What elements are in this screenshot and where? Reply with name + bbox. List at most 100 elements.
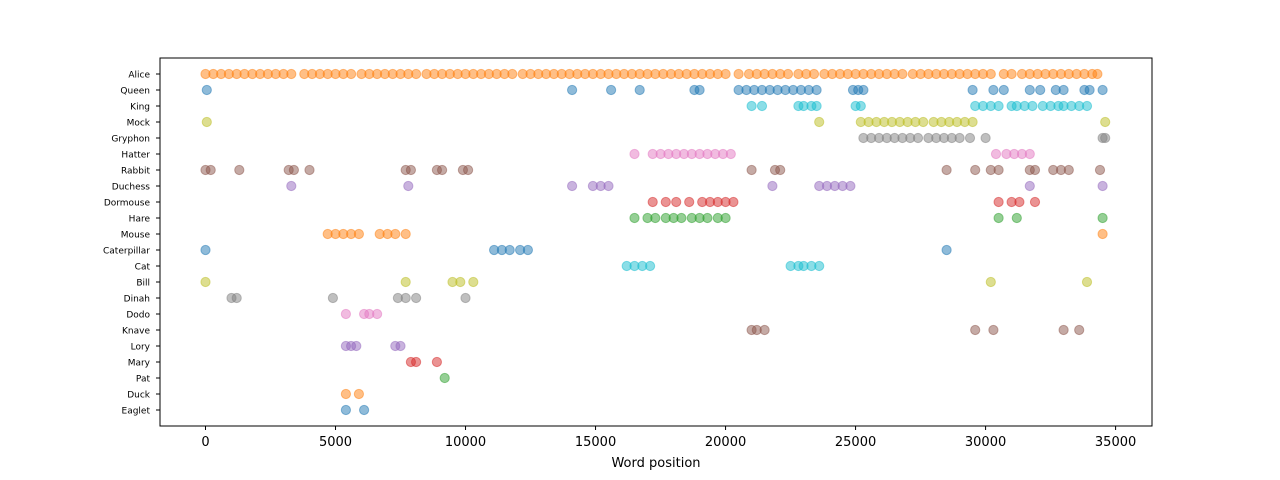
point-rabbit-12 <box>746 164 757 176</box>
point-hare-12 <box>1011 212 1022 224</box>
y-axis: Alice Queen King Mock Gryphon Hatter Rabbit Duc… <box>103 71 160 417</box>
point-eaglet-0 <box>340 404 351 416</box>
point-dormouse-9 <box>993 196 1004 208</box>
point-hare-5 <box>676 212 687 224</box>
point-hatter-11 <box>725 148 736 160</box>
point-queen-20 <box>967 84 978 96</box>
point-queen-29 <box>1097 84 1108 96</box>
point-dinah-4 <box>400 292 411 304</box>
point-caterpillar-0 <box>200 244 211 256</box>
point-eaglet-1 <box>359 404 370 416</box>
point-rabbit-11 <box>463 164 474 176</box>
point-queen-21 <box>988 84 999 96</box>
point-dinah-5 <box>411 292 422 304</box>
point-duchess-6 <box>767 180 778 192</box>
point-bill-1 <box>400 276 411 288</box>
point-queen-3 <box>634 84 645 96</box>
point-king-7 <box>855 100 866 112</box>
ytick-label-mary: Mary <box>128 359 151 369</box>
point-rabbit-7 <box>405 164 416 176</box>
point-gryphon-16 <box>1100 132 1111 144</box>
point-mouse-7 <box>390 228 401 240</box>
point-caterpillar-5 <box>522 244 534 256</box>
point-cat-3 <box>645 260 656 272</box>
point-mouse-8 <box>400 228 411 240</box>
point-mock-17 <box>1100 116 1111 128</box>
point-gryphon-14 <box>980 132 991 144</box>
point-lory-2 <box>351 340 362 352</box>
point-alice-38 <box>507 68 518 80</box>
point-hare-2 <box>650 212 661 224</box>
point-alice-75 <box>808 68 820 80</box>
point-duchess-12 <box>1024 180 1035 192</box>
point-queen-2 <box>606 84 617 96</box>
point-hare-13 <box>1097 212 1108 224</box>
point-duchess-2 <box>567 180 578 192</box>
ytick-label-knave: Knave <box>122 327 150 337</box>
point-bill-4 <box>468 276 479 288</box>
point-duchess-0 <box>286 180 297 192</box>
point-queen-23 <box>1024 84 1035 96</box>
point-dormouse-11 <box>1014 196 1025 208</box>
point-duck-0 <box>340 388 351 400</box>
point-dodo-3 <box>372 308 383 320</box>
point-rabbit-24 <box>1094 164 1106 176</box>
xtick-label-30000: 30000 <box>965 435 1006 450</box>
point-mary-2 <box>431 356 442 368</box>
xtick-label-20000: 20000 <box>705 435 746 450</box>
ytick-label-mouse: Mouse <box>121 231 151 241</box>
point-alice-86 <box>897 68 908 80</box>
point-mock-0 <box>201 116 212 128</box>
ytick-label-duchess: Duchess <box>112 183 151 193</box>
ytick-label-pat: Pat <box>136 375 151 385</box>
plot-frame <box>159 57 1153 427</box>
ytick-label-dinah: Dinah <box>124 295 150 305</box>
point-alice-97 <box>985 68 996 80</box>
point-queen-26 <box>1058 84 1069 96</box>
point-dodo-0 <box>340 308 351 320</box>
ytick-label-cat: Cat <box>135 263 151 273</box>
ytick-label-queen: Queen <box>120 87 150 97</box>
point-queen-5 <box>694 84 705 96</box>
point-king-22 <box>1081 100 1093 112</box>
point-hare-8 <box>702 212 713 224</box>
point-dormouse-1 <box>660 196 671 208</box>
point-rabbit-14 <box>775 164 786 176</box>
ytick-label-duck: Duck <box>127 391 151 401</box>
point-rabbit-23 <box>1063 164 1074 176</box>
point-king-11 <box>993 100 1004 112</box>
point-rabbit-2 <box>234 164 245 176</box>
point-hatter-16 <box>1024 148 1035 160</box>
point-rabbit-18 <box>993 164 1004 176</box>
point-mock-10 <box>918 116 929 128</box>
point-duchess-13 <box>1097 180 1108 192</box>
point-hatter-12 <box>990 148 1002 160</box>
point-gryphon-12 <box>954 132 965 144</box>
ytick-label-hatter: Hatter <box>121 151 150 161</box>
ytick-label-dormouse: Dormouse <box>104 199 151 209</box>
point-lory-4 <box>395 340 406 352</box>
point-hare-11 <box>993 212 1004 224</box>
point-caterpillar-6 <box>941 244 952 256</box>
point-bill-6 <box>1081 276 1093 288</box>
point-hare-10 <box>720 212 731 224</box>
point-alice-66 <box>733 68 744 80</box>
ytick-label-rabbit: Rabbit <box>121 167 150 177</box>
point-dinah-1 <box>231 292 242 304</box>
xtick-label-25000: 25000 <box>835 435 876 450</box>
point-dinah-6 <box>460 292 471 304</box>
point-alice-11 <box>286 68 297 80</box>
ytick-label-king: King <box>130 103 150 113</box>
point-duck-1 <box>353 388 364 400</box>
point-mouse-4 <box>353 228 364 240</box>
point-knave-5 <box>1058 324 1069 336</box>
point-alice-110 <box>1092 68 1103 80</box>
point-knave-4 <box>988 324 999 336</box>
point-gryphon-13 <box>964 132 976 144</box>
point-dinah-2 <box>327 292 338 304</box>
point-king-0 <box>746 100 757 112</box>
point-rabbit-4 <box>288 164 299 176</box>
point-hare-0 <box>629 212 640 224</box>
point-queen-19 <box>858 84 869 96</box>
